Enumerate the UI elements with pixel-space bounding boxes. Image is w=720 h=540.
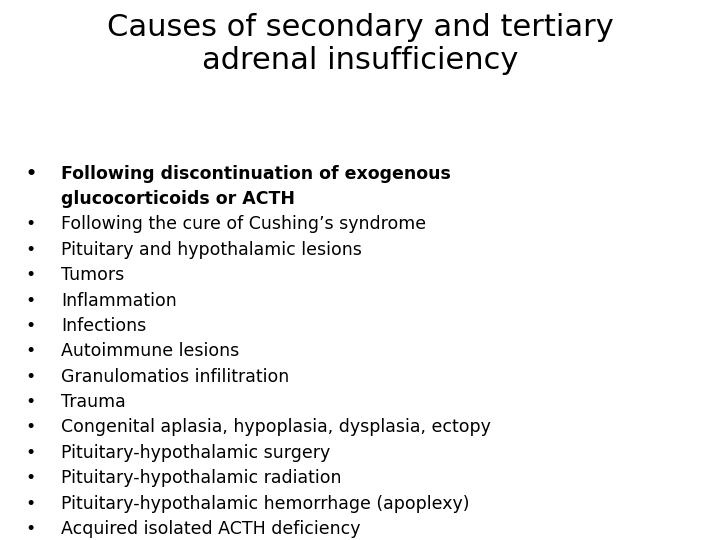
Text: •: • — [25, 215, 35, 233]
Text: Granulomatios infilitration: Granulomatios infilitration — [61, 368, 289, 386]
Text: Infections: Infections — [61, 317, 146, 335]
Text: Causes of secondary and tertiary
adrenal insufficiency: Causes of secondary and tertiary adrenal… — [107, 14, 613, 75]
Text: Inflammation: Inflammation — [61, 292, 177, 309]
Text: Pituitary-hypothalamic hemorrhage (apoplexy): Pituitary-hypothalamic hemorrhage (apopl… — [61, 495, 469, 512]
Text: •: • — [25, 418, 35, 436]
Text: •: • — [25, 469, 35, 487]
Text: Following the cure of Cushing’s syndrome: Following the cure of Cushing’s syndrome — [61, 215, 426, 233]
Text: •: • — [25, 342, 35, 360]
Text: •: • — [25, 241, 35, 259]
Text: Acquired isolated ACTH deficiency: Acquired isolated ACTH deficiency — [61, 520, 361, 538]
Text: Pituitary-hypothalamic surgery: Pituitary-hypothalamic surgery — [61, 444, 330, 462]
Text: Trauma: Trauma — [61, 393, 126, 411]
Text: Pituitary-hypothalamic radiation: Pituitary-hypothalamic radiation — [61, 469, 342, 487]
Text: •: • — [25, 495, 35, 512]
Text: Autoimmune lesions: Autoimmune lesions — [61, 342, 240, 360]
Text: glucocorticoids or ACTH: glucocorticoids or ACTH — [61, 190, 295, 208]
Text: Congenital aplasia, hypoplasia, dysplasia, ectopy: Congenital aplasia, hypoplasia, dysplasi… — [61, 418, 491, 436]
Text: •: • — [25, 520, 35, 538]
Text: •: • — [25, 165, 36, 183]
Text: Pituitary and hypothalamic lesions: Pituitary and hypothalamic lesions — [61, 241, 362, 259]
Text: •: • — [25, 368, 35, 386]
Text: •: • — [25, 393, 35, 411]
Text: •: • — [25, 266, 35, 284]
Text: •: • — [25, 444, 35, 462]
Text: •: • — [25, 292, 35, 309]
Text: •: • — [25, 317, 35, 335]
Text: Tumors: Tumors — [61, 266, 125, 284]
Text: Following discontinuation of exogenous: Following discontinuation of exogenous — [61, 165, 451, 183]
